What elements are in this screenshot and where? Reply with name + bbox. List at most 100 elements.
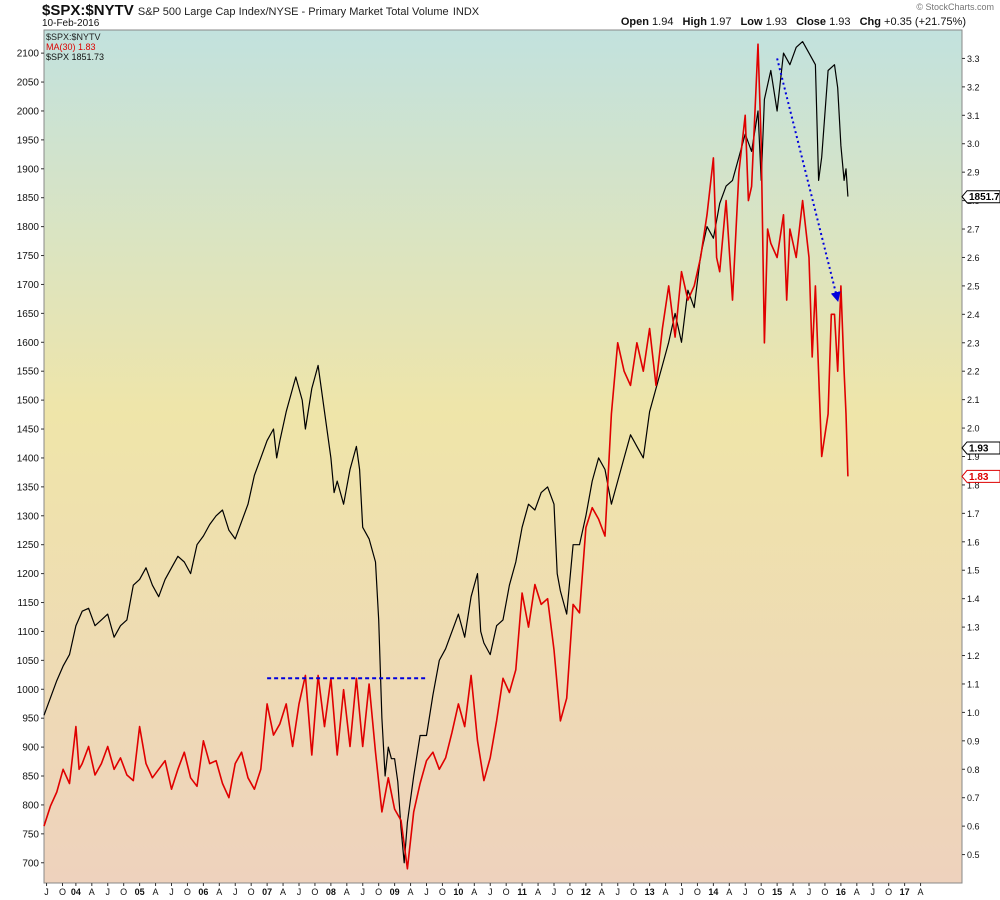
x-tick-label: 09 xyxy=(390,887,400,897)
symbol-description: S&P 500 Large Cap Index/NYSE - Primary M… xyxy=(137,6,449,18)
left-tick-label: 1150 xyxy=(17,598,39,609)
x-tick-label: 10 xyxy=(453,887,463,897)
right-tick-label: 0.5 xyxy=(967,850,980,860)
exchange-label: INDX xyxy=(452,6,480,18)
left-tick-label: 1200 xyxy=(17,569,40,580)
left-tick-label: 2100 xyxy=(17,49,40,60)
left-tick-label: 1300 xyxy=(17,511,40,522)
right-tick-label: 2.6 xyxy=(967,253,980,263)
spx-last-value-box: 1851.7 xyxy=(961,190,1000,203)
low-value: 1.93 xyxy=(765,16,788,28)
ohlc-readout: Open 1.94 High 1.97 Low 1.93 Close 1.93 … xyxy=(621,16,966,28)
value-box-label: 1.93 xyxy=(969,443,989,454)
close-label: Close xyxy=(796,16,827,28)
left-tick-label: 750 xyxy=(22,829,39,840)
right-tick-label: 1.4 xyxy=(967,594,980,604)
left-tick-label: 2000 xyxy=(17,106,40,117)
downtrend-arrow xyxy=(776,58,841,303)
right-tick-label: 0.9 xyxy=(967,736,980,746)
right-tick-label: 1.0 xyxy=(967,708,980,718)
x-tick-label: 04 xyxy=(71,887,81,897)
legend-ma: MA(30) 1.83 xyxy=(46,42,96,52)
x-tick-label: A xyxy=(216,887,222,897)
x-tick-label: 16 xyxy=(836,887,846,897)
right-tick-label: 1.9 xyxy=(967,452,980,462)
x-tick-label: O xyxy=(59,887,66,897)
x-tick-label: O xyxy=(184,887,191,897)
left-tick-label: 2050 xyxy=(17,78,40,89)
right-axis: 0.5 0.6 0.7 0.8 0.9 1.0 1.1 1.2 1.3 1.4 1.5 1.6 1.7 1… xyxy=(962,54,980,860)
x-tick-label: A xyxy=(663,887,669,897)
right-tick-label: 2.2 xyxy=(967,367,980,377)
low-label: Low xyxy=(740,16,763,28)
high-label: High xyxy=(682,16,707,28)
right-tick-label: 2.3 xyxy=(967,338,980,348)
legend-spx: $SPX 1851.73 xyxy=(46,52,105,62)
left-tick-label: 1750 xyxy=(17,251,40,262)
left-tick-label: 1100 xyxy=(17,627,39,638)
legend: $SPX:$NYTV MA(30) 1.83 $SPX 1851.73 xyxy=(46,32,104,62)
chg-value: +0.35 (+21.75%) xyxy=(884,16,966,28)
x-tick-label: J xyxy=(44,887,49,897)
left-tick-label: 1900 xyxy=(17,164,40,175)
left-tick-label: 1800 xyxy=(17,222,40,233)
x-tick-label: O xyxy=(503,887,510,897)
left-tick-label: 1050 xyxy=(17,656,40,667)
x-tick-label: A xyxy=(535,887,541,897)
right-tick-label: 1.6 xyxy=(967,537,980,547)
x-tick-label: J xyxy=(616,887,621,897)
x-tick-label: J xyxy=(679,887,684,897)
x-tick-label: O xyxy=(566,887,573,897)
last-value-labels: 1851.7 1.93 1.83 xyxy=(961,190,1000,483)
left-tick-label: 1950 xyxy=(17,135,40,146)
x-tick-label: O xyxy=(375,887,382,897)
right-tick-label: 2.7 xyxy=(967,225,980,235)
right-tick-label: 3.3 xyxy=(967,54,980,64)
copyright-link[interactable]: © StockCharts.com xyxy=(916,2,994,12)
x-tick-label: 07 xyxy=(262,887,272,897)
x-tick-label: O xyxy=(821,887,828,897)
open-value: 1.94 xyxy=(652,16,674,28)
value-box-shape xyxy=(961,441,1000,455)
right-tick-label: 2.0 xyxy=(967,424,980,434)
left-tick-label: 1400 xyxy=(17,453,40,464)
left-tick-label: 1650 xyxy=(17,309,40,320)
right-tick-label: 0.7 xyxy=(967,793,980,803)
left-tick-label: 1550 xyxy=(17,367,40,378)
close-value: 1.93 xyxy=(829,16,851,28)
left-tick-label: 800 xyxy=(22,800,39,811)
high-value: 1.97 xyxy=(710,16,732,28)
x-tick-label: J xyxy=(233,887,238,897)
right-tick-label: 3.0 xyxy=(967,139,980,149)
x-tick-label: 11 xyxy=(517,887,527,897)
right-tick-label: 1.8 xyxy=(967,480,980,490)
x-tick-label: 13 xyxy=(645,887,655,897)
chart-header: $SPX:$NYTV S&P 500 Large Cap Index/NYSE … xyxy=(0,0,1000,32)
x-tick-label: 15 xyxy=(772,887,782,897)
series-layer xyxy=(43,40,849,870)
right-tick-label: 2.1 xyxy=(967,395,980,405)
left-tick-label: 1850 xyxy=(17,193,40,204)
x-tick-label: A xyxy=(408,887,414,897)
ratio-last-value-box: 1.93 xyxy=(961,441,1000,455)
x-tick-label: J xyxy=(169,887,174,897)
left-tick-label: 950 xyxy=(22,714,39,725)
right-tick-label: 1.1 xyxy=(967,679,980,689)
right-tick-label: 1.7 xyxy=(967,509,980,519)
left-tick-label: 1000 xyxy=(17,685,40,696)
value-box-shape xyxy=(961,469,1000,483)
open-label: Open xyxy=(620,16,649,28)
x-tick-label: 08 xyxy=(326,887,336,897)
x-tick-label: O xyxy=(885,887,892,897)
x-tick-label: A xyxy=(280,887,286,897)
left-tick-label: 700 xyxy=(22,858,39,869)
x-tick-label: A xyxy=(726,887,732,897)
annotation-layer xyxy=(267,58,841,680)
x-tick-label: 17 xyxy=(900,887,910,897)
x-tick-label: A xyxy=(153,887,159,897)
x-tick-label: 14 xyxy=(708,887,718,897)
left-tick-label: 1450 xyxy=(17,425,40,436)
right-tick-label: 3.1 xyxy=(967,111,980,121)
x-tick-label: A xyxy=(471,887,477,897)
